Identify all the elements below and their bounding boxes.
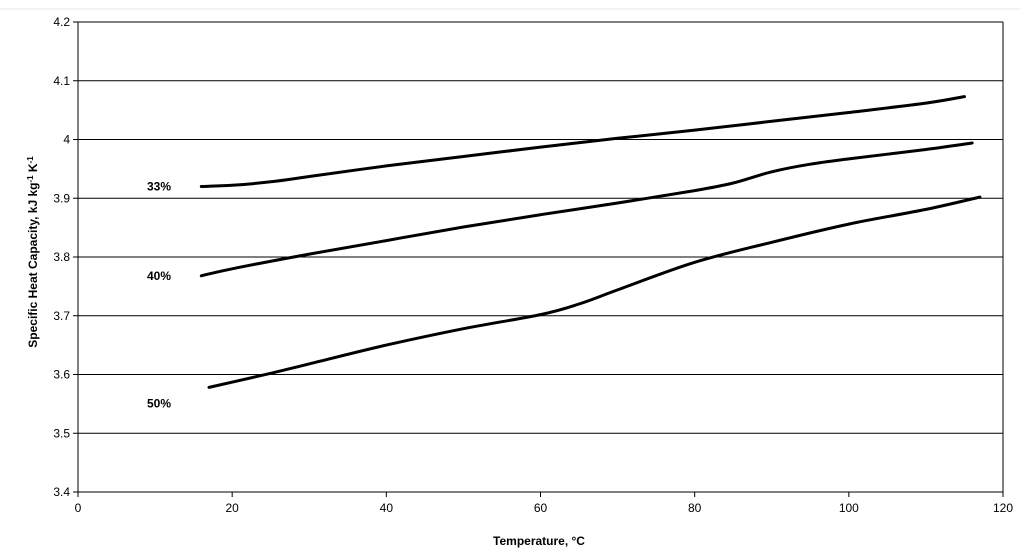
y-tick-label: 3.9: [53, 191, 70, 205]
y-tick-label: 4.2: [53, 15, 70, 29]
x-tick-label: 60: [534, 501, 548, 515]
y-tick-label: 3.8: [53, 250, 70, 264]
series-lines: [199, 95, 982, 389]
y-tick-label: 3.7: [53, 309, 70, 323]
series-line-1: [199, 95, 966, 188]
x-tick-label: 0: [75, 501, 82, 515]
series-line-2: [199, 141, 974, 278]
y-axis-title: Specific Heat Capacity, kJ kg-1 K-1: [26, 156, 41, 348]
series-label-3: 50%: [147, 396, 171, 410]
y-tick-labels: 3.4 3.5 3.6 3.7 3.8 3.9 4 4.1 4.2: [53, 15, 70, 499]
y-tick-label: 3.6: [53, 368, 70, 382]
series-label-1: 33%: [147, 180, 171, 194]
y-tick-label: 3.4: [53, 485, 70, 499]
x-tick-label: 120: [993, 501, 1013, 515]
gridlines: [73, 21, 1003, 493]
y-tick-label: 4.1: [53, 74, 70, 88]
x-tick-label: 100: [839, 501, 859, 515]
y-tick-label: 3.5: [53, 426, 70, 440]
series-labels: 33% 40% 50%: [147, 180, 171, 411]
series-line-3: [207, 195, 982, 389]
x-tick-labels: 0 20 40 60 80 100 120: [75, 501, 1014, 515]
x-tick-label: 80: [688, 501, 702, 515]
axes: [77, 22, 1004, 497]
y-tick-label: 4: [63, 133, 70, 147]
series-label-2: 40%: [147, 269, 171, 283]
x-axis-title: Temperature, °C: [493, 534, 585, 548]
x-tick-label: 40: [380, 501, 394, 515]
x-tick-label: 20: [225, 501, 239, 515]
